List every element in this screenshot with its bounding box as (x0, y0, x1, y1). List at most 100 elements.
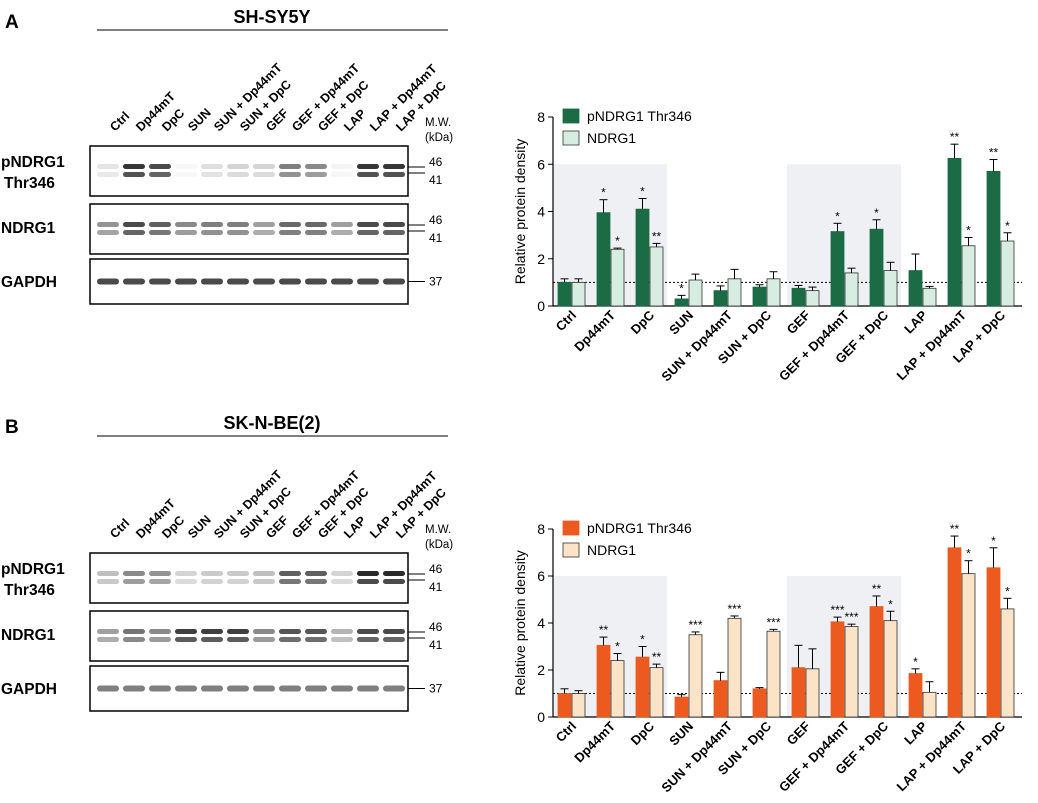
blot-row-0: pNDRG1 Thr346 46 41 (1, 552, 443, 604)
blot-row-0: pNDRG1 Thr346 46 41 (1, 145, 443, 197)
bar-pndrg1 (635, 208, 650, 307)
x-tick-label: SUN + Dp44mT (658, 718, 735, 795)
legend-label: pNDRG1 Thr346 (587, 520, 692, 536)
band (201, 164, 223, 169)
band (357, 637, 379, 642)
band (175, 230, 197, 235)
bar-pndrg1 (596, 212, 611, 307)
blot-row-2: GAPDH 37 (1, 665, 443, 712)
band (97, 164, 119, 169)
band (305, 685, 327, 692)
band (201, 685, 223, 692)
band (253, 571, 275, 576)
band (383, 629, 405, 634)
blot-row-2: GAPDH 37 (1, 258, 443, 305)
band (227, 222, 249, 227)
significance-mark: ** (599, 623, 609, 637)
band (383, 222, 405, 227)
bar-pndrg1 (674, 298, 689, 307)
mw-label: M.W. (425, 524, 451, 536)
blot-row-label: NDRG1 (1, 627, 56, 644)
band (279, 579, 301, 584)
y-axis-label: Relative protein density (512, 550, 528, 696)
band (227, 230, 249, 235)
cell-line-title: SK-N-BE(2) (224, 413, 321, 433)
band (227, 685, 249, 692)
band (149, 579, 171, 584)
bar-pndrg1 (791, 667, 806, 718)
band (279, 685, 301, 692)
band (175, 172, 197, 177)
bar-ndrg1 (883, 620, 898, 718)
bar-ndrg1 (571, 693, 586, 718)
significance-mark: * (835, 209, 840, 223)
band (305, 579, 327, 584)
y-tick-label: 4 (537, 615, 545, 631)
bar-pndrg1 (947, 157, 962, 307)
band (253, 222, 275, 227)
band (123, 629, 145, 634)
band (175, 637, 197, 642)
significance-mark: * (913, 655, 918, 669)
band (149, 172, 171, 177)
bar-pndrg1 (830, 231, 845, 307)
band (227, 579, 249, 584)
bar-pndrg1 (869, 228, 884, 307)
bar-pndrg1 (869, 606, 884, 718)
x-tick-label: LAP (901, 718, 930, 747)
bar-pndrg1 (557, 693, 572, 718)
marker-label: 46 (429, 620, 443, 634)
blot-row-label: NDRG1 (1, 220, 56, 237)
bar-ndrg1 (922, 287, 937, 307)
mw-unit: (kDa) (425, 539, 453, 551)
x-tick-label: GEF (784, 718, 814, 748)
x-tick-label: SUN (666, 308, 696, 338)
band (305, 222, 327, 227)
band (357, 164, 379, 169)
band (201, 278, 223, 285)
band (123, 230, 145, 235)
band (227, 172, 249, 177)
band (227, 571, 249, 576)
band (149, 571, 171, 576)
significance-mark: * (1005, 584, 1010, 598)
marker-label: 46 (429, 155, 443, 169)
band (123, 571, 145, 576)
x-tick-label: LAP (901, 307, 930, 336)
y-tick-label: 0 (537, 298, 545, 314)
bar-ndrg1 (649, 246, 664, 307)
y-tick-label: 6 (537, 568, 545, 584)
band (227, 629, 249, 634)
significance-mark: * (966, 547, 971, 561)
band (123, 222, 145, 227)
band (331, 230, 353, 235)
significance-mark: *** (766, 615, 780, 629)
x-tick-label: Ctrl (553, 308, 579, 334)
legend-label: NDRG1 (587, 130, 636, 146)
blot-strip (89, 610, 409, 662)
y-axis-label: Relative protein density (512, 139, 528, 285)
bar-pndrg1 (908, 270, 923, 307)
significance-mark: * (601, 186, 606, 200)
band (331, 222, 353, 227)
significance-mark: ** (989, 146, 999, 160)
bar-ndrg1 (961, 573, 976, 718)
band (97, 172, 119, 177)
band (331, 629, 353, 634)
band (227, 278, 249, 285)
bar-pndrg1 (596, 644, 611, 718)
bar-ndrg1 (610, 660, 625, 718)
y-tick-label: 8 (537, 109, 545, 125)
band (357, 571, 379, 576)
significance-mark: ** (652, 650, 662, 664)
band (331, 571, 353, 576)
band (331, 579, 353, 584)
lane-label: Ctrl (107, 109, 132, 134)
band (253, 172, 275, 177)
legend-label: pNDRG1 Thr346 (587, 108, 692, 124)
y-tick-label: 4 (537, 204, 545, 220)
significance-mark: *** (688, 618, 702, 632)
